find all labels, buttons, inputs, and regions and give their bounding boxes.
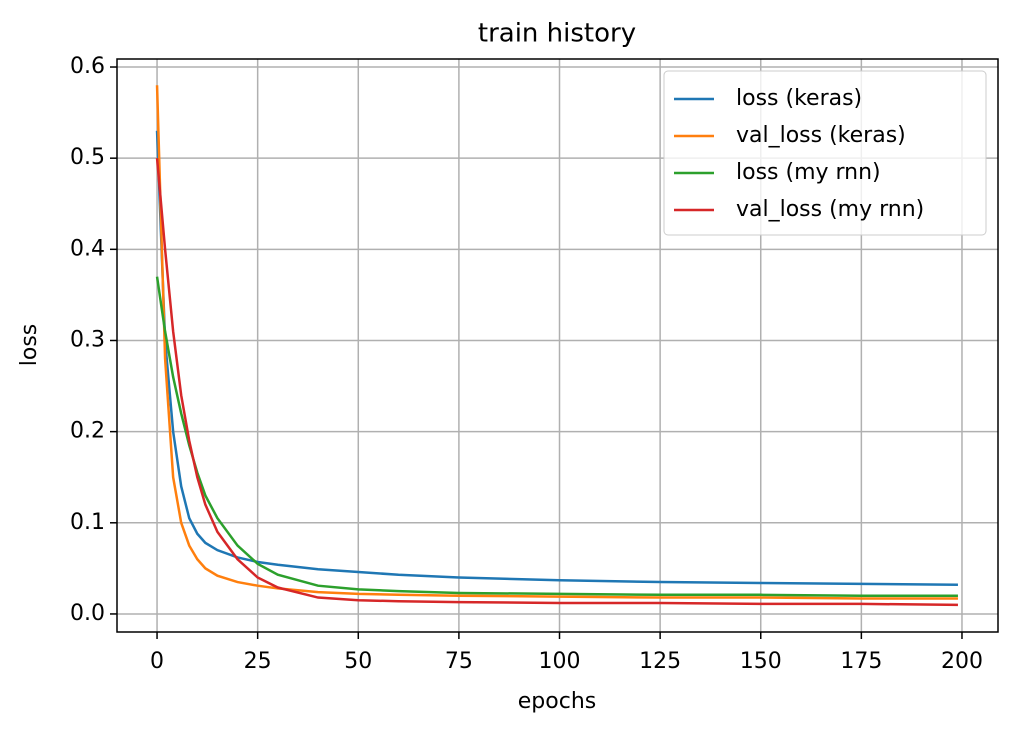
- plot-frame: [116, 58, 999, 633]
- x-tick-label: 100: [539, 649, 581, 674]
- y-tick-label: 0.2: [70, 419, 105, 444]
- x-tick-label: 75: [445, 649, 473, 674]
- x-tick-label: 25: [244, 649, 272, 674]
- line-series: [155, 130, 958, 587]
- y-tick-label: 0.4: [70, 236, 105, 261]
- x-axis-label: epochs: [518, 689, 596, 714]
- y-tick-label: 0.1: [70, 510, 105, 535]
- legend-label: val_loss (keras): [736, 123, 906, 148]
- x-tick-label: 175: [840, 649, 882, 674]
- legend-box: [663, 70, 987, 236]
- legend-label: loss (keras): [736, 86, 862, 111]
- y-axis-label: loss: [17, 324, 42, 367]
- line-series: [155, 85, 958, 600]
- y-tick-label: 0.0: [70, 601, 105, 626]
- x-tick-label: 0: [150, 649, 164, 674]
- y-tick-label: 0.5: [70, 145, 105, 170]
- x-tick-label: 150: [740, 649, 782, 674]
- legend-label: val_loss (my rnn): [736, 197, 924, 222]
- legend-label: loss (my rnn): [736, 160, 881, 185]
- line-series: [155, 158, 958, 607]
- y-tick-label: 0.6: [70, 54, 105, 79]
- x-tick-label: 125: [639, 649, 681, 674]
- y-tick-label: 0.3: [70, 327, 105, 352]
- x-tick-label: 50: [344, 649, 372, 674]
- x-tick-label: 200: [941, 649, 983, 674]
- line-series: [155, 276, 958, 597]
- chart-title: train history: [478, 19, 636, 49]
